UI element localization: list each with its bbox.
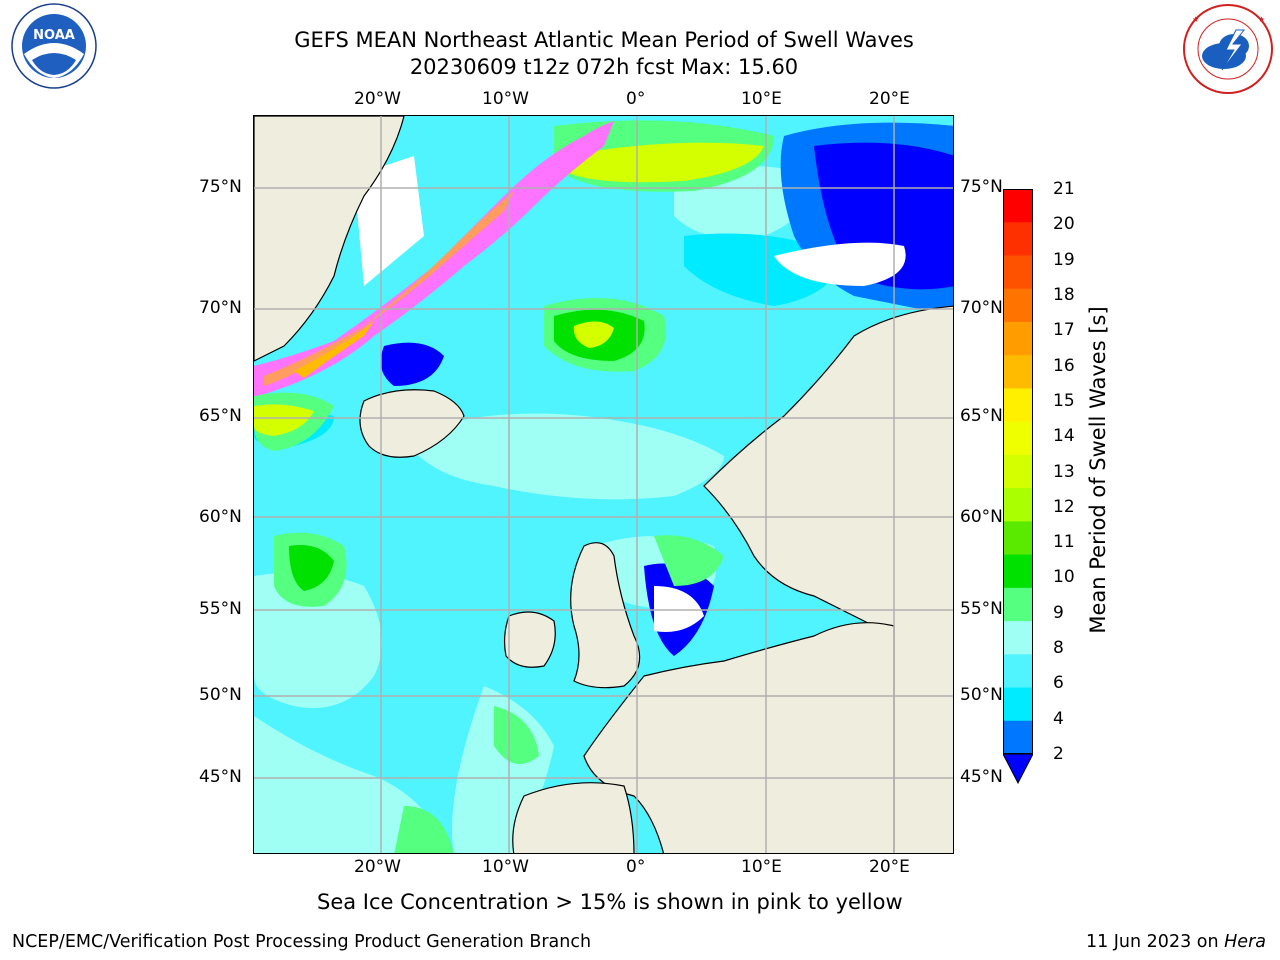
lon-label-top-0: 0° [626,89,646,109]
colorbar-swatch [1003,288,1033,323]
lat-label-right-65n: 65°N [960,406,1003,426]
colorbar-swatch [1003,189,1033,223]
colorbar-tick-label: 9 [1053,602,1064,623]
map-plot-area [253,115,954,854]
colorbar-swatch [1003,355,1033,389]
colorbar-tick-label: 8 [1053,638,1064,659]
colorbar-swatch [1003,454,1033,489]
colorbar-tick-label: 2 [1053,744,1064,764]
colorbar-swatch [1003,255,1033,290]
lon-label-bottom-20e: 20°E [869,857,910,877]
colorbar-tick-label: 16 [1053,355,1075,376]
sea-ice-band [254,121,614,396]
lat-label-left-60n: 60°N [199,507,242,527]
colorbar-swatch [1003,587,1033,622]
lon-label-bottom-10e: 10°E [741,857,782,877]
colorbar-swatch [1003,654,1033,689]
lon-label-top-20e: 20°E [869,89,910,109]
colorbar-swatch [1003,421,1033,456]
colorbar-tick-label: 10 [1053,567,1075,588]
lat-label-left-50n: 50°N [199,685,242,705]
colorbar-swatch [1003,687,1033,722]
footer-date-text: 11 Jun 2023 on [1085,932,1225,952]
footer-date: 11 Jun 2023 on Hera [1086,932,1266,952]
colorbar-tick-label: 11 [1053,532,1075,553]
colorbar-swatch [1003,488,1033,522]
colorbar-tick-label: 13 [1053,461,1075,482]
sea-ice-caption: Sea Ice Concentration > 15% is shown in … [317,890,903,914]
colorbar-tick-label: 17 [1053,320,1075,341]
graticule [254,116,953,853]
swell-period-map [254,116,953,853]
colorbar-swatch [1003,521,1033,556]
greenland [254,116,405,362]
lat-label-right-55n: 55°N [960,599,1003,619]
lat-label-left-45n: 45°N [199,767,242,787]
footer-credit: NCEP/EMC/Verification Post Processing Pr… [12,932,592,952]
colorbar-swatch [1003,621,1033,655]
svg-text:★: ★ [1192,15,1199,24]
lon-label-bottom-0: 0° [626,857,646,877]
colorbar-tick-label: 4 [1053,708,1064,729]
colorbar-swatches [1002,189,1034,785]
colorbar-tick-label: 21 [1053,179,1075,199]
lon-label-top-20w: 20°W [354,89,401,109]
footer-machine: Hera [1224,932,1266,952]
colorbar-tick-label: 20 [1053,214,1075,235]
colorbar-tick-label: 15 [1053,390,1075,411]
swell-12-14s-areas [254,142,764,436]
lon-label-bottom-10w: 10°W [482,857,529,877]
colorbar-extend-arrow [1002,753,1034,785]
lat-label-right-70n: 70°N [960,298,1003,318]
noaa-logo: NOAA [2,2,102,92]
colorbar-swatch [1003,388,1033,423]
lat-label-left-70n: 70°N [199,298,242,318]
colorbar-swatch [1003,321,1033,356]
colorbar-swatch [1003,554,1033,589]
ireland [503,611,556,668]
lat-label-right-45n: 45°N [960,767,1003,787]
svg-text:★: ★ [1258,15,1265,24]
colorbar-swatch [1003,720,1033,755]
iberia [512,782,635,853]
lon-label-bottom-20w: 20°W [354,857,401,877]
iceland [359,389,465,458]
lon-label-top-10w: 10°W [482,89,529,109]
colorbar-tick-label: 6 [1053,673,1064,694]
lat-label-right-50n: 50°N [960,685,1003,705]
noaa-logo-text: NOAA [33,28,75,43]
colorbar-title: Mean Period of Swell Waves [s] [1086,306,1110,634]
lat-label-left-55n: 55°N [199,599,242,619]
nws-logo: ★ ★ [1178,2,1278,98]
colorbar [1002,189,1034,785]
great-britain [570,542,641,689]
colorbar-swatch [1003,222,1033,256]
lon-label-top-10e: 10°E [741,89,782,109]
chart-title: GEFS MEAN Northeast Atlantic Mean Period… [294,28,914,52]
chart-subtitle: 20230609 t12z 072h fcst Max: 15.60 [409,55,799,79]
lat-label-left-65n: 65°N [199,406,242,426]
lat-label-left-75n: 75°N [199,177,242,197]
colorbar-tick-label: 18 [1053,284,1075,305]
lat-label-right-60n: 60°N [960,507,1003,527]
colorbar-tick-label: 14 [1053,426,1075,447]
colorbar-tick-label: 12 [1053,496,1075,517]
colorbar-tick-label: 19 [1053,249,1075,270]
lat-label-right-75n: 75°N [960,177,1003,197]
